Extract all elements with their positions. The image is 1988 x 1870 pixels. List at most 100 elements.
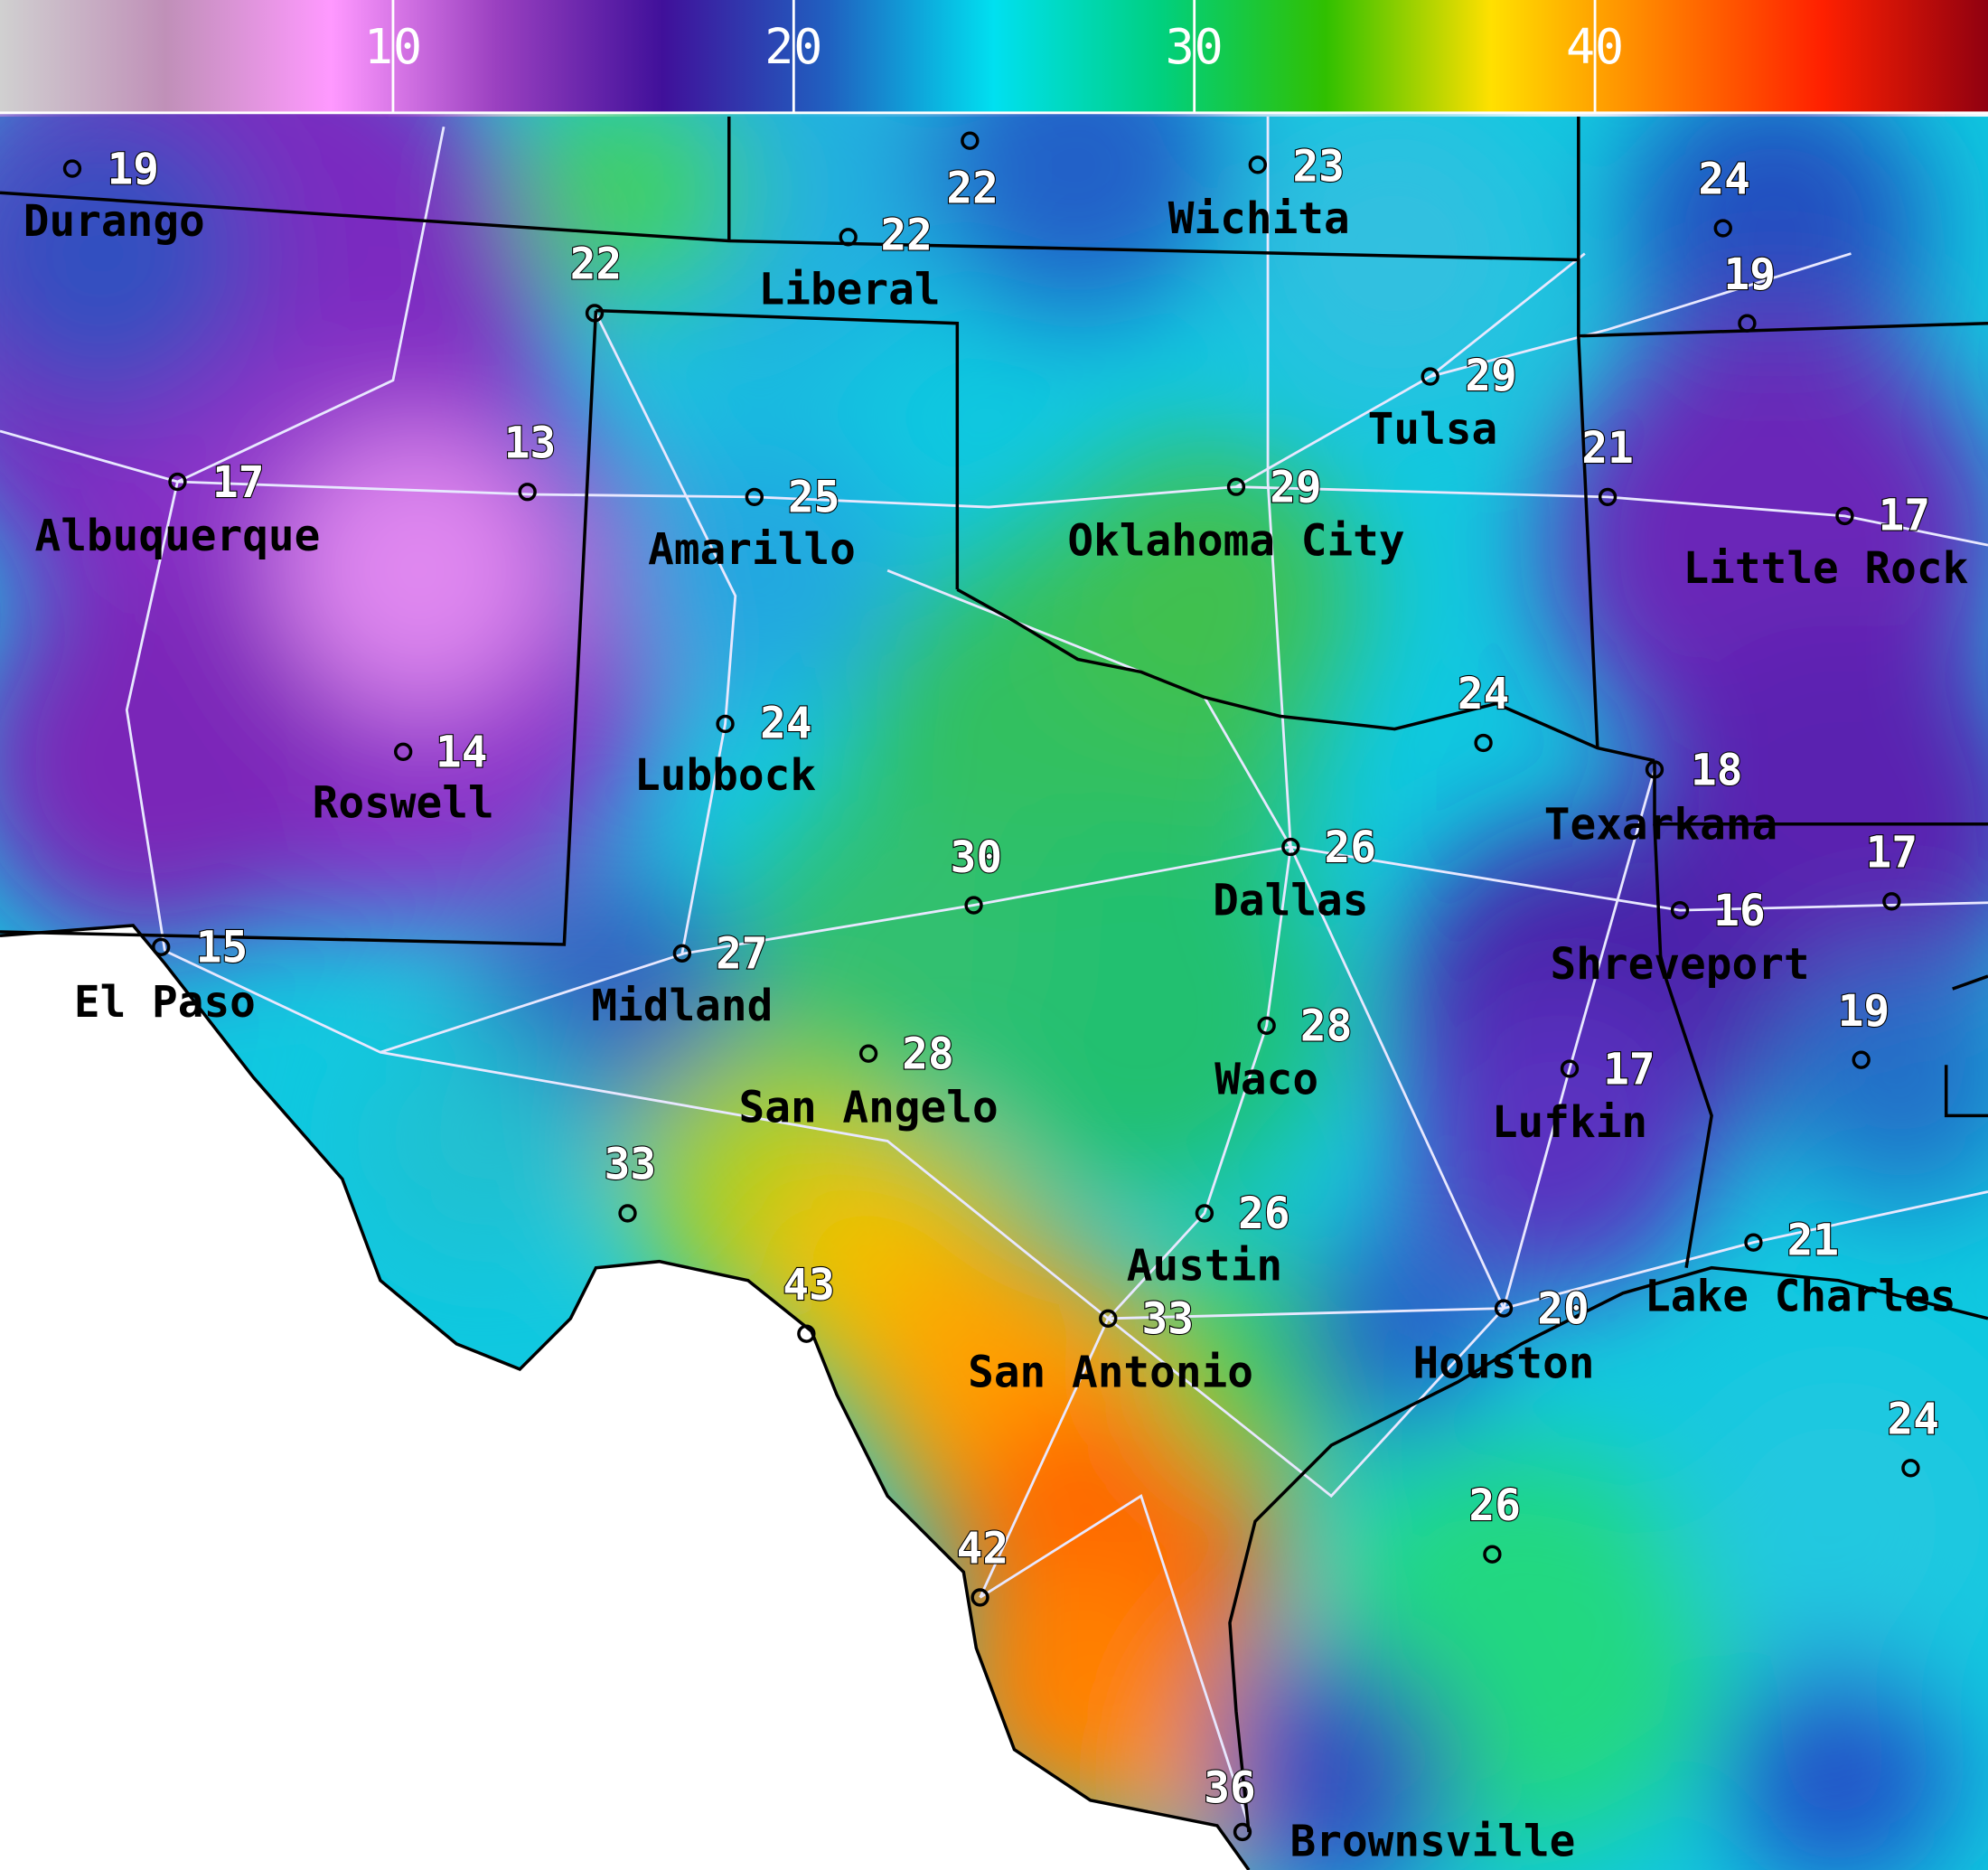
station-name: Little Rock	[1683, 544, 1968, 594]
station-marker-icon	[1248, 155, 1268, 174]
station-marker-icon	[152, 937, 171, 956]
heat-region	[735, 798, 1040, 1104]
station: 26	[1468, 1480, 1522, 1564]
station-name: Lufkin	[1492, 1098, 1647, 1148]
station-value: 15	[196, 924, 248, 973]
station-value: 24	[1888, 1395, 1939, 1444]
station-value: 21	[1581, 424, 1633, 474]
highway	[0, 429, 1988, 547]
heat-region	[278, 430, 558, 710]
boundary-line	[956, 587, 1655, 763]
station-value: 27	[716, 930, 767, 980]
station-marker-icon	[971, 1588, 989, 1607]
station-name: Albuquerque	[34, 512, 320, 561]
station: 21	[1580, 423, 1635, 507]
heat-region	[520, 114, 748, 305]
station-marker-icon	[1598, 487, 1618, 507]
station-name: Houston	[1413, 1339, 1595, 1389]
station-marker-icon	[394, 742, 413, 761]
station-marker-icon	[1257, 1016, 1276, 1035]
boundary-line	[0, 924, 1251, 1870]
station-marker-icon	[1281, 837, 1300, 857]
station-texarkana: 18 Texarkana	[1544, 745, 1777, 850]
station-value: 43	[783, 1261, 834, 1311]
highway	[1430, 252, 1852, 378]
station-value: 22	[880, 211, 932, 260]
station-marker-icon	[1226, 477, 1246, 496]
station-marker-icon	[797, 1324, 816, 1343]
station: 13	[503, 418, 557, 502]
heat-region	[1293, 1229, 1496, 1433]
station-value: 26	[1468, 1481, 1520, 1531]
highway	[1502, 769, 1656, 1309]
station-marker-icon	[1195, 1204, 1214, 1223]
station-value: 19	[1724, 250, 1776, 300]
station-name: Roswell	[313, 779, 494, 829]
highway	[979, 1494, 1251, 1827]
station-name: Shreveport	[1550, 940, 1809, 990]
station-value: 42	[957, 1525, 1008, 1574]
station-value: 13	[504, 418, 556, 468]
station-name: Lubbock	[634, 751, 816, 801]
station-lake-charles: 21 Lake Charles	[1645, 1216, 1956, 1322]
station: 24	[1886, 1394, 1940, 1478]
station: 33	[603, 1139, 657, 1223]
heat-region	[1204, 1648, 1458, 1870]
colorbar-tick-label: 20	[764, 19, 822, 75]
station-marker-icon	[585, 304, 605, 323]
station: 19	[1837, 986, 1890, 1069]
station-name: El Paso	[74, 978, 256, 1028]
station-value: 26	[1325, 823, 1376, 873]
station-value: 24	[1458, 670, 1509, 719]
station-marker-icon	[1852, 1050, 1871, 1069]
station: 24	[1697, 154, 1751, 238]
highway	[1235, 252, 1586, 488]
station: 19	[1722, 249, 1777, 333]
station-marker-icon	[1713, 219, 1732, 238]
boundary-line	[1944, 974, 1988, 1118]
station-name: Oklahoma City	[1067, 516, 1404, 566]
station-marker-icon	[1483, 1545, 1502, 1564]
highway	[886, 569, 1505, 1310]
station: 17	[1865, 827, 1918, 911]
station-name: Austin	[1127, 1242, 1282, 1292]
station: 42	[956, 1523, 1009, 1607]
station-value: 18	[1691, 746, 1742, 795]
station-value: 17	[1866, 828, 1918, 878]
station-name: Wichita	[1168, 194, 1350, 244]
station: 30	[950, 832, 1003, 915]
station-name: Midland	[591, 982, 773, 1031]
station: 24	[1457, 669, 1510, 753]
highway	[595, 312, 737, 954]
station-name: Tulsa	[1368, 405, 1498, 455]
heat-region	[0, 570, 342, 951]
station-name: Durango	[23, 197, 205, 247]
station-value: 14	[436, 728, 487, 778]
heat-region	[1242, 114, 1547, 406]
station-marker-icon	[858, 1044, 878, 1063]
station-name: Texarkana	[1544, 801, 1777, 850]
station: 22	[945, 131, 999, 215]
station-marker-icon	[1421, 367, 1439, 386]
station-brownsville: 36 Brownsville	[1203, 1763, 1575, 1867]
station-value: 28	[1300, 1002, 1352, 1052]
station-value: 22	[946, 164, 998, 213]
heat-region	[1407, 989, 1712, 1293]
station-value: 19	[1838, 987, 1890, 1037]
station-value: 33	[1142, 1295, 1194, 1345]
station-name: Dallas	[1213, 877, 1368, 926]
station-name: Lake Charles	[1645, 1272, 1956, 1321]
boundary-line	[0, 310, 598, 946]
